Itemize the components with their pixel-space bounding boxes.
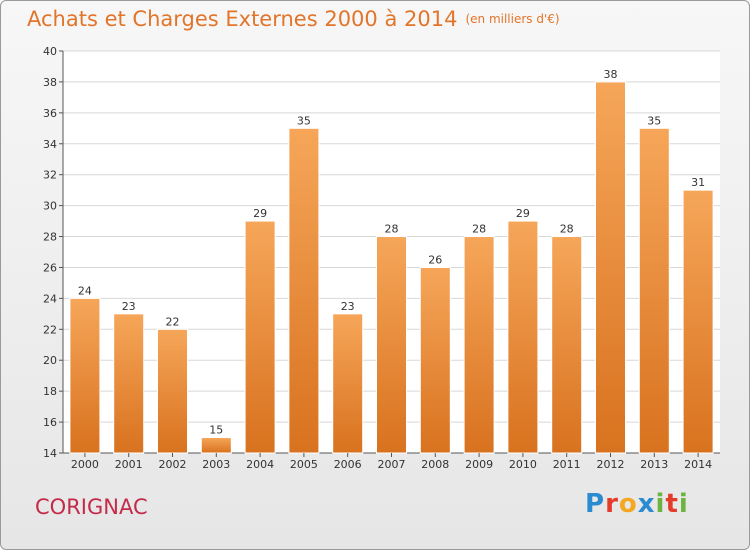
chart-title: Achats et Charges Externes 2000 à 2014 (e… xyxy=(27,7,560,31)
bar-2012 xyxy=(595,81,626,454)
x-tick-label: 2013 xyxy=(640,458,668,471)
x-tick-label: 2004 xyxy=(246,458,274,471)
y-tick-label: 26 xyxy=(43,261,57,274)
proxiti-logo: Proxiti xyxy=(585,489,689,519)
y-tick-label: 28 xyxy=(43,231,57,244)
y-tick-label: 16 xyxy=(43,416,57,429)
bar-value-label: 22 xyxy=(166,315,180,328)
x-tick-label: 2014 xyxy=(684,458,712,471)
bar-2002 xyxy=(157,328,188,454)
bar-2011 xyxy=(551,236,583,454)
y-tick-label: 40 xyxy=(43,45,57,58)
x-tick-label: 2011 xyxy=(553,458,581,471)
bar-2003 xyxy=(200,437,232,454)
x-tick-label: 2012 xyxy=(597,458,625,471)
bar-value-label: 15 xyxy=(209,424,223,437)
bar-value-label: 31 xyxy=(691,176,705,189)
bar-2001 xyxy=(113,313,145,454)
x-tick-label: 2006 xyxy=(334,458,362,471)
bar-2009 xyxy=(463,236,495,454)
bar-value-label: 35 xyxy=(647,114,661,127)
x-tick-label: 2010 xyxy=(509,458,537,471)
x-tick-label: 2000 xyxy=(71,458,99,471)
y-tick-label: 24 xyxy=(43,292,57,305)
y-tick-label: 22 xyxy=(43,323,57,336)
bar-2014 xyxy=(682,189,714,454)
bar-value-label: 23 xyxy=(122,300,136,313)
bar-2000 xyxy=(69,297,101,454)
bar-2006 xyxy=(332,313,364,454)
y-tick-label: 14 xyxy=(43,447,57,460)
y-tick-label: 20 xyxy=(43,354,57,367)
y-tick-label: 38 xyxy=(43,76,57,89)
x-tick-label: 2002 xyxy=(159,458,187,471)
bar-2008 xyxy=(419,266,451,454)
bar-value-label: 35 xyxy=(297,114,311,127)
y-tick-label: 30 xyxy=(43,200,57,213)
bar-value-label: 28 xyxy=(472,223,486,236)
bar-2007 xyxy=(376,236,407,454)
x-tick-label: 2003 xyxy=(202,458,230,471)
x-tick-label: 2005 xyxy=(290,458,318,471)
chart-title-text: Achats et Charges Externes 2000 à 2014 xyxy=(27,7,458,31)
x-tick-label: 2007 xyxy=(378,458,406,471)
x-tick-label: 2001 xyxy=(115,458,143,471)
bar-value-label: 38 xyxy=(604,68,618,81)
y-tick-label: 36 xyxy=(43,107,57,120)
x-tick-label: 2009 xyxy=(465,458,493,471)
bar-value-label: 26 xyxy=(428,253,442,266)
y-tick-label: 18 xyxy=(43,385,57,398)
bar-value-label: 28 xyxy=(385,223,399,236)
bar-value-label: 23 xyxy=(341,300,355,313)
y-tick-label: 34 xyxy=(43,138,57,151)
bar-2005 xyxy=(288,127,320,454)
bar-value-label: 29 xyxy=(516,207,530,220)
bar-2013 xyxy=(638,127,670,454)
bar-2004 xyxy=(244,220,276,454)
bar-value-label: 24 xyxy=(78,284,92,297)
bar-2010 xyxy=(507,220,539,454)
y-tick-label: 32 xyxy=(43,169,57,182)
x-tick-label: 2008 xyxy=(421,458,449,471)
bar-value-label: 28 xyxy=(560,223,574,236)
bar-value-label: 29 xyxy=(253,207,267,220)
place-name: CORIGNAC xyxy=(35,495,148,519)
chart-unit: (en milliers d'€) xyxy=(465,12,560,26)
